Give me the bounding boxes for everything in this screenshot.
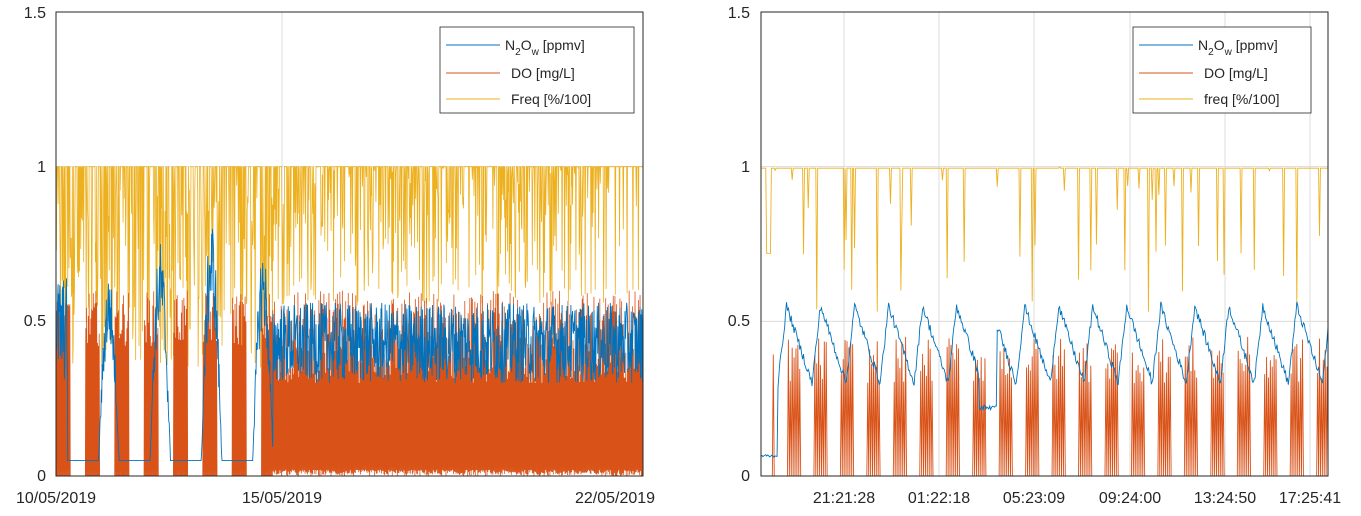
y-tick-label: 0 [37,468,46,485]
left-y-axis: 0 0.5 1 1.5 [24,5,46,485]
left-legend: N2Ow [ppmv] DO [mg/L] Freq [%/100] [439,26,635,114]
x-tick-label: 22/05/2019 [575,490,655,507]
y-tick-label: 1.5 [728,5,750,22]
y-tick-label: 0.5 [24,313,46,330]
legend-label-do: DO [mg/L] [1204,65,1268,81]
series-line-freq [55,165,643,368]
series-line-n2o [55,228,644,461]
y-tick-label: 1.5 [24,5,46,22]
right-legend: N2Ow [ppmv] DO [mg/L] freq [%/100] [1132,26,1312,114]
x-tick-label: 10/05/2019 [16,490,96,507]
x-tick-label: 09:24:00 [1099,490,1161,507]
legend-label-n2o: N2Ow [ppmv] [505,37,585,58]
right-plot-frame [760,11,1329,477]
series-line-freq [761,166,1328,312]
legend-label-do: DO [mg/L] [511,65,575,81]
left-x-axis: 10/05/2019 15/05/2019 22/05/2019 [16,490,655,507]
y-tick-label: 1 [37,159,46,176]
legend-label-freq: freq [%/100] [1204,91,1280,107]
y-tick-label: 0 [741,468,750,485]
x-tick-label: 17:25:41 [1279,490,1341,507]
right-chart: 0 0.5 1 1.5 21:21:28 01:22:18 05:23:09 0… [728,5,1341,507]
x-tick-label: 21:21:28 [813,490,875,507]
series-line-n2o [760,301,1329,458]
right-y-axis: 0 0.5 1 1.5 [728,5,750,485]
left-plot-frame [55,11,644,477]
right-x-axis: 21:21:28 01:22:18 05:23:09 09:24:00 13:2… [813,490,1341,507]
x-tick-label: 13:24:50 [1194,490,1256,507]
y-tick-label: 1 [741,159,750,176]
x-tick-label: 15/05/2019 [242,490,322,507]
legend-label-freq: Freq [%/100] [511,91,591,107]
left-chart: 0 0.5 1 1.5 10/05/2019 15/05/2019 22/05/… [16,5,655,507]
x-tick-label: 01:22:18 [908,490,970,507]
series-line-do [55,290,644,477]
legend-label-n2o: N2Ow [ppmv] [1198,37,1278,58]
left-series [55,165,644,477]
y-tick-label: 0.5 [728,313,750,330]
x-tick-label: 05:23:09 [1003,490,1065,507]
